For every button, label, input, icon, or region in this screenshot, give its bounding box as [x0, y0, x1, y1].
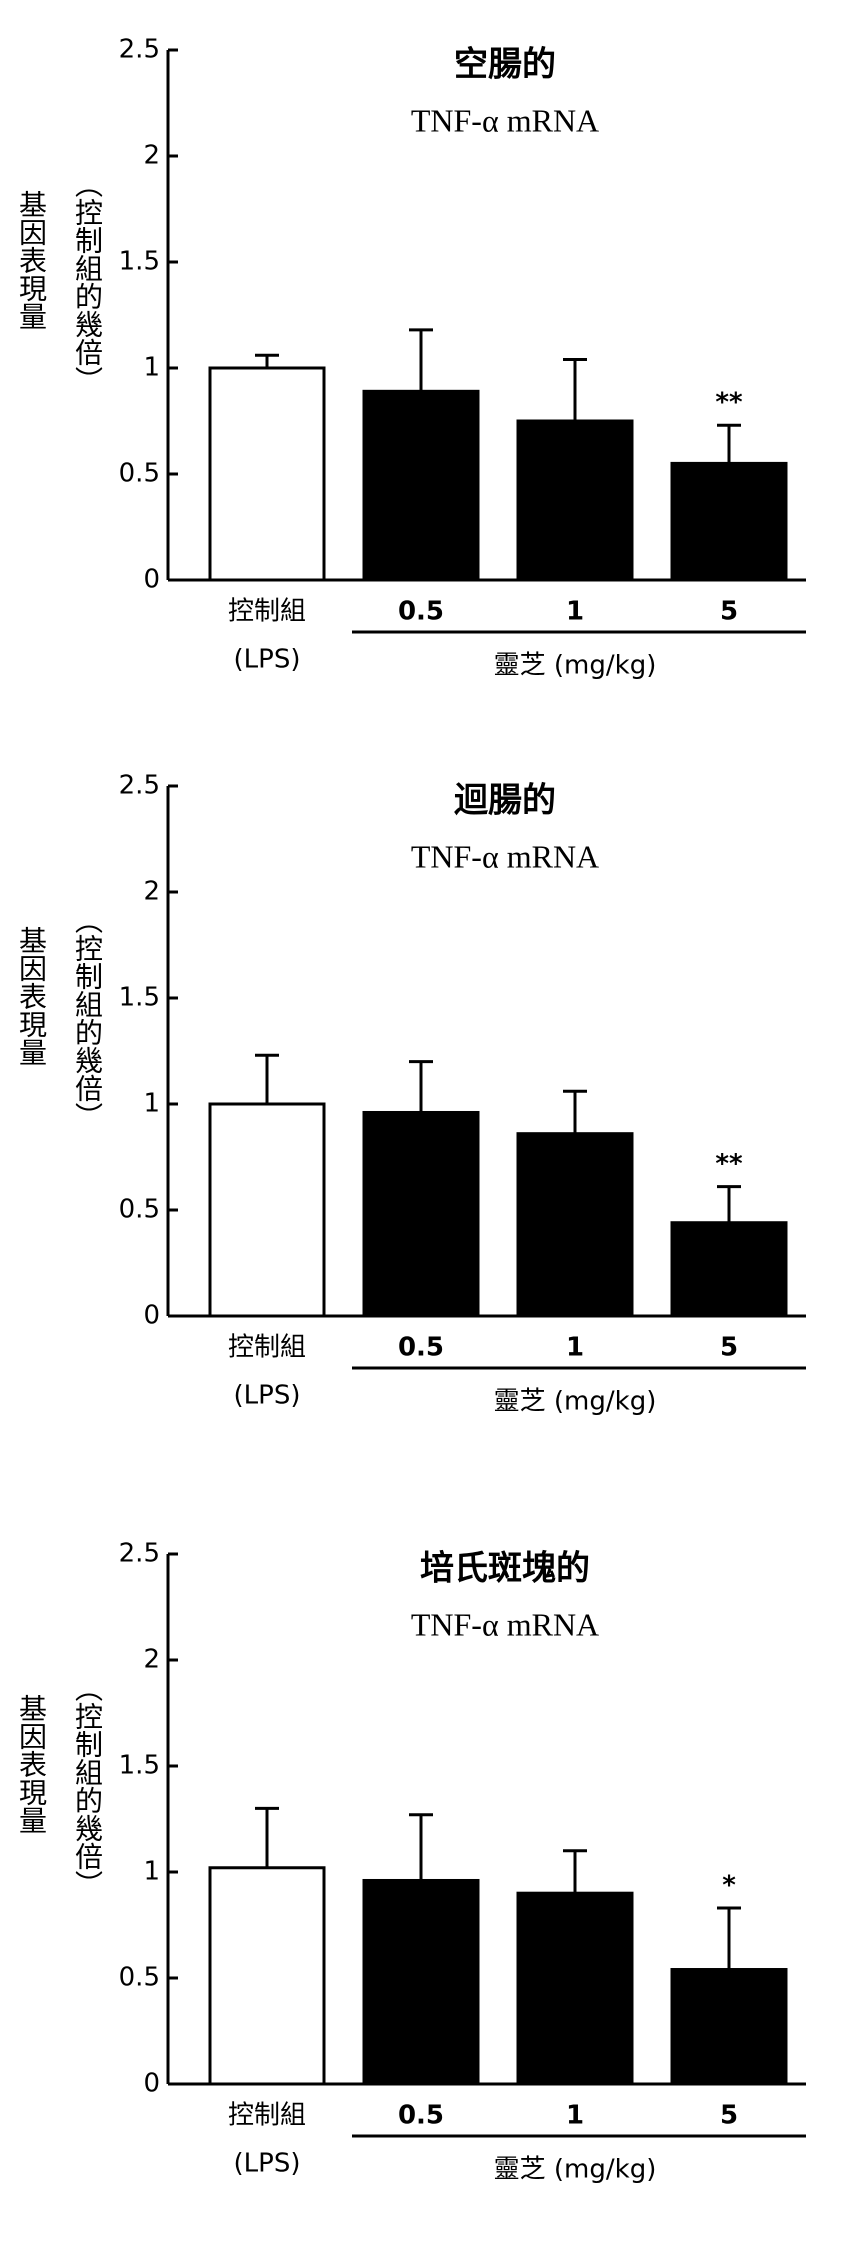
bar: [516, 419, 634, 582]
y-tick-label: 2.5: [119, 35, 160, 65]
y-tick-label: 0: [143, 2069, 160, 2099]
bar: [362, 1110, 480, 1318]
y-axis-label: 基因表現量: [15, 1694, 48, 1834]
y-tick-label: 1: [143, 353, 160, 383]
x-tick-label: 控制組: [228, 2101, 306, 2131]
significance-label: **: [715, 388, 743, 418]
bar: [516, 1891, 634, 2086]
x-tick-label: 1: [566, 597, 584, 627]
y-tick-label: 1: [143, 1857, 160, 1887]
control-sublabel: (LPS): [234, 1381, 301, 1411]
y-tick-label: 2: [143, 877, 160, 907]
x-tick-label: 1: [566, 1333, 584, 1363]
y-axis-label: 基因表現量: [15, 926, 48, 1066]
y-axis-label-note: （控制組的幾倍）: [71, 906, 104, 1130]
chart-subtitle: TNF-α mRNA: [411, 102, 599, 138]
significance-label: *: [722, 1871, 736, 1901]
bar: [670, 1221, 788, 1318]
x-tick-label: 0.5: [398, 597, 444, 627]
chart-title: 迴腸的: [454, 781, 556, 821]
y-tick-label: 1.5: [119, 1751, 160, 1781]
bar: [516, 1132, 634, 1318]
y-tick-label: 2.5: [119, 1539, 160, 1569]
y-tick-label: 0.5: [119, 1963, 160, 1993]
x-tick-label: 1: [566, 2101, 584, 2131]
y-tick-label: 1.5: [119, 247, 160, 277]
y-tick-label: 0.5: [119, 1195, 160, 1225]
group-label: 靈芝 (mg/kg): [494, 2155, 657, 2185]
group-label: 靈芝 (mg/kg): [494, 651, 657, 681]
chart-subtitle: TNF-α mRNA: [411, 838, 599, 874]
bar: [670, 461, 788, 582]
y-tick-label: 1.5: [119, 983, 160, 1013]
x-tick-label: 5: [720, 597, 738, 627]
chart-title: 培氏斑塊的: [420, 1549, 590, 1589]
y-axis-label: 基因表現量: [15, 190, 48, 330]
y-tick-label: 1: [143, 1089, 160, 1119]
chart-subtitle: TNF-α mRNA: [411, 1606, 599, 1642]
y-tick-label: 0.5: [119, 459, 160, 489]
chart-title: 空腸的: [454, 45, 556, 85]
x-tick-label: 5: [720, 1333, 738, 1363]
group-label: 靈芝 (mg/kg): [494, 1387, 657, 1417]
bar: [208, 1102, 326, 1318]
x-tick-label: 控制組: [228, 1333, 306, 1363]
bar: [362, 389, 480, 582]
bar: [208, 366, 326, 582]
y-axis-label-note: （控制組的幾倍）: [71, 1674, 104, 1898]
x-tick-label: 0.5: [398, 2101, 444, 2131]
control-sublabel: (LPS): [234, 2149, 301, 2179]
x-tick-label: 5: [720, 2101, 738, 2131]
y-tick-label: 0: [143, 565, 160, 595]
y-tick-label: 2: [143, 141, 160, 171]
control-sublabel: (LPS): [234, 645, 301, 675]
y-axis-label-note: （控制組的幾倍）: [71, 170, 104, 394]
bar: [208, 1866, 326, 2086]
y-tick-label: 2.5: [119, 771, 160, 801]
y-tick-label: 0: [143, 1301, 160, 1331]
x-tick-label: 0.5: [398, 1333, 444, 1363]
y-tick-label: 2: [143, 1645, 160, 1675]
bar: [670, 1968, 788, 2086]
x-tick-label: 控制組: [228, 597, 306, 627]
significance-label: **: [715, 1149, 743, 1179]
bar: [362, 1878, 480, 2086]
